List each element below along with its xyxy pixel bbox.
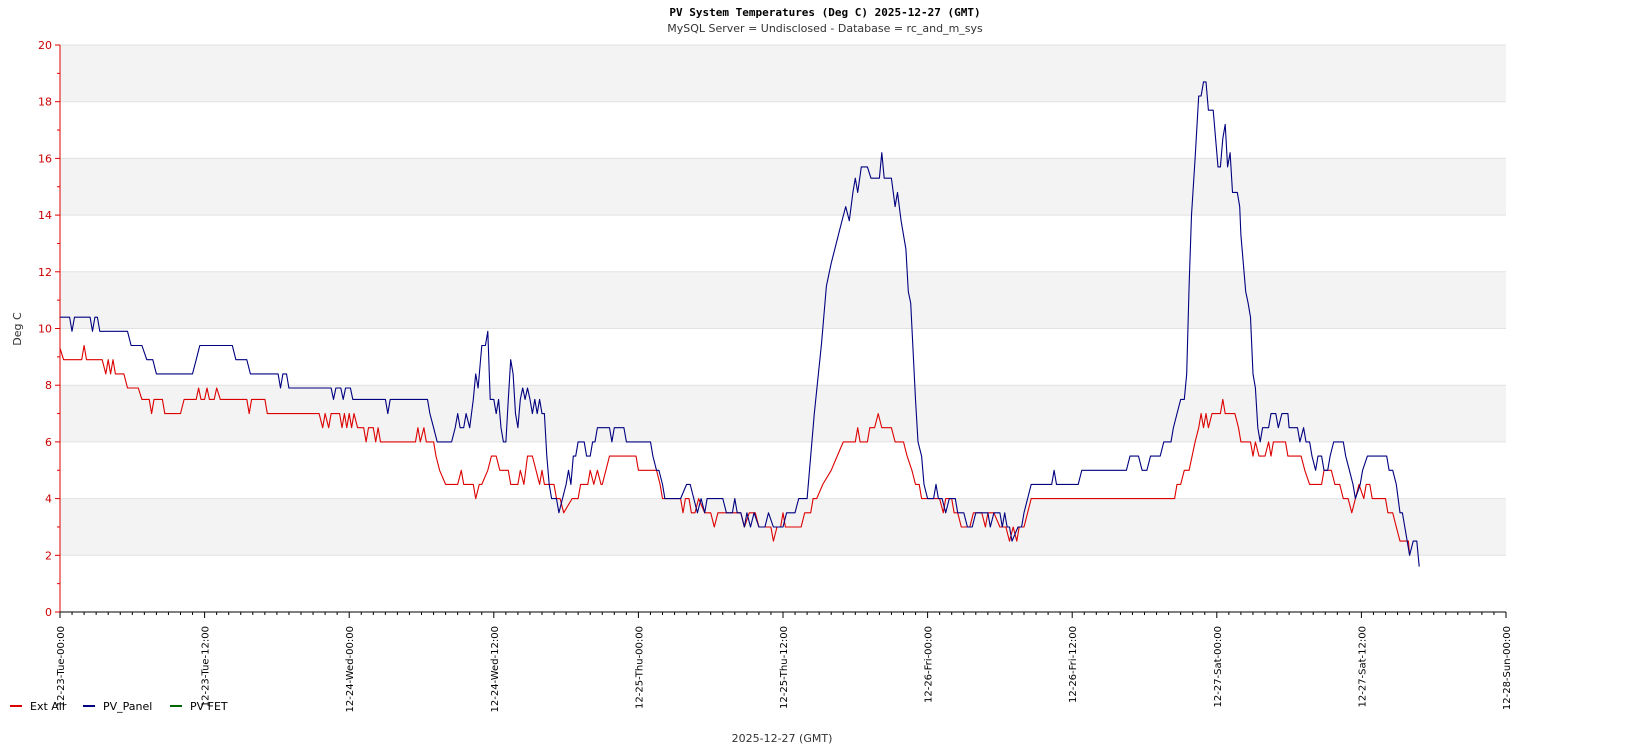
y-tick-label: 16 xyxy=(38,152,52,165)
grid-band xyxy=(60,215,1506,272)
grid-band xyxy=(60,328,1506,386)
x-tick-label: 12-24-Wed-00:00 xyxy=(345,626,356,713)
x-tick-label: 12-23-Tue-12:00 xyxy=(201,626,212,707)
x-tick-label: 12-25-Thu-00:00 xyxy=(634,626,645,709)
grid-band xyxy=(60,555,1506,612)
y-tick-label: 14 xyxy=(38,209,52,222)
y-tick-label: 4 xyxy=(45,493,52,506)
series-line-pv-panel xyxy=(60,81,1420,567)
y-tick-label: 20 xyxy=(38,39,52,52)
y-tick-label: 2 xyxy=(45,549,52,562)
y-axis-label: Deg C xyxy=(11,312,24,346)
legend-label: Ext Air xyxy=(30,700,67,713)
grid-band xyxy=(60,158,1506,216)
y-tick-label: 12 xyxy=(38,266,52,279)
series-lines xyxy=(59,81,1420,567)
x-tick-label: 12-27-Sat-12:00 xyxy=(1357,626,1368,708)
grid-band xyxy=(60,441,1506,499)
grid-band xyxy=(60,45,1506,102)
y-tick-label: 8 xyxy=(45,379,52,392)
grid-band xyxy=(60,101,1506,159)
x-tick-label: 12-25-Thu-12:00 xyxy=(779,626,790,709)
x-tick-label: 12-24-Wed-12:00 xyxy=(490,626,501,713)
chart-title: PV System Temperatures (Deg C) 2025-12-2… xyxy=(669,6,980,19)
legend: Ext Air PV_Panel PV FET xyxy=(10,700,228,713)
x-tick-label: 12-26-Fri-12:00 xyxy=(1068,626,1079,703)
y-axis-ticks: 0 2 4 6 8 10 12 14 16 18 20 xyxy=(38,39,60,619)
series-line-ext-air xyxy=(59,344,1411,556)
legend-label: PV FET xyxy=(190,700,228,713)
legend-label: PV_Panel xyxy=(103,700,152,713)
y-tick-label: 6 xyxy=(45,436,52,449)
x-tick-label: 12-28-Sun-00:00 xyxy=(1502,626,1513,710)
y-tick-label: 0 xyxy=(45,606,52,619)
x-tick-label: 12-26-Fri-00:00 xyxy=(924,626,935,703)
chart-subtitle: MySQL Server = Undisclosed - Database = … xyxy=(667,22,983,35)
grid-bands xyxy=(60,44,1506,613)
x-tick-label: 12-23-Tue-00:00 xyxy=(56,626,67,707)
y-tick-label: 10 xyxy=(38,323,52,336)
grid-band xyxy=(60,271,1506,329)
x-axis-ticks: 12-23-Tue-00:00 12-23-Tue-12:00 12-24-Wed-… xyxy=(56,612,1513,713)
x-tick-label: 12-27-Sat-00:00 xyxy=(1213,626,1224,708)
y-tick-label: 18 xyxy=(38,96,52,109)
x-axis-label: 2025-12-27 (GMT) xyxy=(732,732,833,745)
